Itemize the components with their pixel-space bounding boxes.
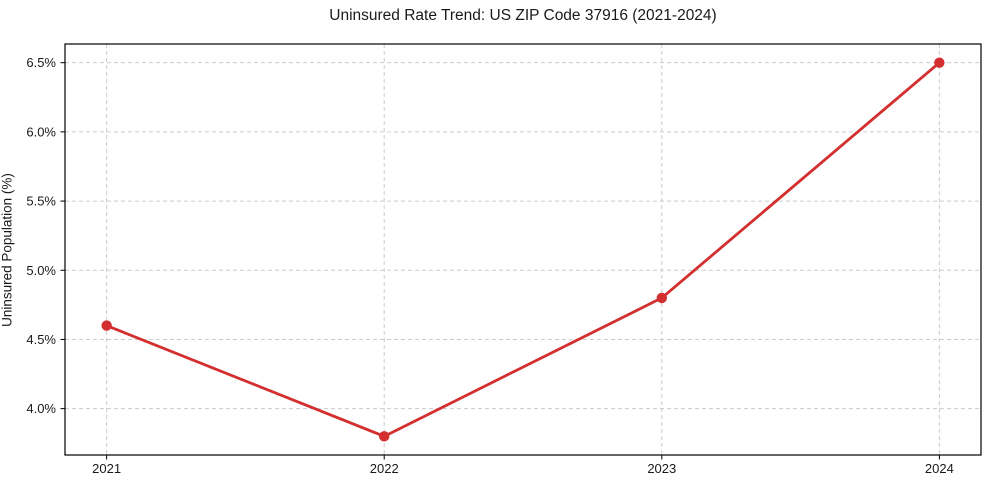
y-tick-label: 4.5%	[26, 332, 56, 347]
chart-title: Uninsured Rate Trend: US ZIP Code 37916 …	[329, 7, 717, 24]
y-tick-label: 5.0%	[26, 263, 56, 278]
data-point-2023	[656, 292, 667, 304]
y-tick-label: 6.5%	[26, 55, 56, 70]
y-tick-label: 4.0%	[26, 401, 56, 416]
y-tick-label: 6.0%	[26, 124, 56, 139]
x-tick-label: 2022	[370, 461, 399, 476]
plot-border	[64, 43, 982, 456]
x-tick-label: 2023	[647, 461, 676, 476]
data-point-2024	[934, 57, 945, 68]
x-tick-label: 2024	[925, 461, 954, 476]
x-tick-label: 2021	[92, 461, 121, 476]
data-point-2021	[101, 320, 112, 331]
y-tick-label: 5.5%	[26, 194, 56, 209]
data-point-2022	[379, 431, 390, 442]
trend-line	[105, 61, 941, 438]
